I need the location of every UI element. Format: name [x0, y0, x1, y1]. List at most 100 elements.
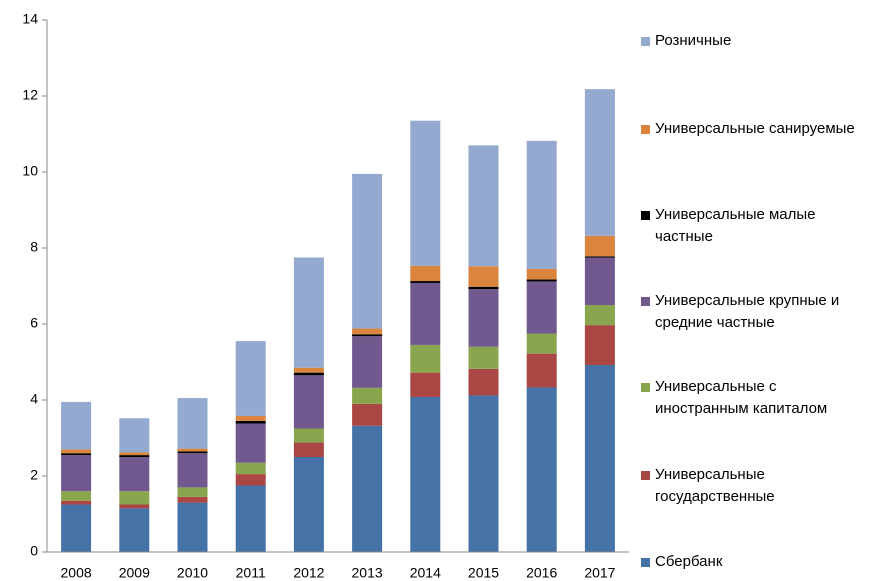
bar-segment: [235, 415, 266, 421]
legend-swatch: [641, 37, 650, 46]
bar-segment: [410, 265, 441, 282]
bar-segment: [119, 457, 150, 492]
bar-segment: [293, 457, 324, 552]
y-tick-label: 2: [30, 467, 38, 483]
bar-segment: [293, 375, 324, 429]
legend-label: Универсальные крупные и средние частные: [655, 292, 840, 331]
bar-segment: [61, 455, 92, 492]
legend-swatch: [641, 558, 650, 567]
legend-label: Универсальные санируемые: [655, 120, 855, 137]
bar-segment: [61, 449, 92, 454]
x-tick-label: 2011: [236, 565, 266, 581]
x-tick-label: 2016: [526, 565, 557, 581]
x-tick-label: 2008: [61, 565, 92, 581]
legend-label: Сбербанк: [655, 553, 723, 570]
legend-swatch: [641, 471, 650, 480]
bar-segment: [235, 474, 266, 486]
bar-segment: [61, 500, 92, 505]
bar-segment: [526, 268, 557, 280]
bar-segment: [584, 235, 615, 257]
legend-swatch: [641, 383, 650, 392]
bar-segment: [177, 502, 208, 552]
bar-segment: [235, 485, 266, 552]
bar-segment: [526, 140, 557, 269]
y-tick-label: 14: [22, 11, 38, 27]
bar-segment: [352, 425, 383, 552]
bar-segment: [526, 353, 557, 388]
bar-segment: [177, 496, 208, 503]
bar-segment: [177, 398, 208, 449]
bar-segment: [352, 403, 383, 426]
bar-segment: [410, 344, 441, 373]
bar-segment: [468, 289, 499, 347]
bar-segment: [352, 336, 383, 388]
bar-segment: [61, 453, 92, 456]
bar-segment: [352, 334, 383, 337]
legend-label: Розничные: [655, 32, 732, 49]
bar-segment: [526, 279, 557, 282]
legend-swatch: [641, 297, 650, 306]
bar-segment: [410, 281, 441, 283]
bar-segment: [177, 487, 208, 497]
bar-segment: [526, 281, 557, 334]
x-tick-label: 2015: [468, 565, 499, 581]
bar-segment: [293, 442, 324, 457]
bar-segment: [410, 396, 441, 552]
bar-segment: [410, 120, 441, 266]
legend-swatch: [641, 211, 650, 220]
bar-segment: [584, 325, 615, 366]
bar-segment: [177, 451, 208, 454]
x-tick-label: 2010: [177, 565, 208, 581]
bar-segment: [468, 395, 499, 552]
bar-segment: [61, 504, 92, 552]
legend-label: Универсальные малые частные: [655, 206, 816, 245]
bar-segment: [526, 333, 557, 354]
bar-segment: [468, 145, 499, 267]
x-tick-label: 2014: [410, 565, 441, 581]
bar-segment: [119, 418, 150, 453]
bar-segment: [61, 401, 92, 450]
bar-segment: [235, 420, 266, 424]
legend-swatch: [641, 125, 650, 134]
bar-segment: [119, 491, 150, 505]
bar-segment: [235, 423, 266, 463]
bar-segment: [119, 452, 150, 456]
bar-segment: [119, 504, 150, 509]
bar-segment: [235, 462, 266, 475]
y-tick-label: 6: [30, 315, 38, 331]
x-tick-label: 2017: [584, 565, 615, 581]
y-tick-label: 12: [22, 87, 38, 103]
legend-label: Универсальные государственные: [655, 466, 775, 505]
bar-segment: [410, 282, 441, 345]
bar-segment: [352, 387, 383, 404]
bar-segment: [584, 257, 615, 305]
bar-segment: [293, 428, 324, 443]
bar-segment: [293, 367, 324, 373]
bar-segment: [468, 368, 499, 396]
bar-segment: [177, 453, 208, 488]
y-tick-label: 8: [30, 239, 38, 255]
x-tick-label: 2009: [119, 565, 150, 581]
bar-segment: [468, 286, 499, 290]
y-tick-label: 4: [30, 391, 38, 407]
bar-segment: [119, 455, 150, 457]
bar-segment: [468, 266, 499, 287]
bar-segment: [584, 305, 615, 326]
bar-segment: [584, 256, 615, 258]
bar-segment: [526, 387, 557, 552]
bar-segment: [584, 365, 615, 552]
legend-label: Универсальные с иностранным капиталом: [655, 378, 828, 417]
bar-segment: [468, 346, 499, 369]
bar-segment: [177, 448, 208, 452]
bar-segment: [352, 173, 383, 329]
bar-segment: [119, 508, 150, 552]
bar-segment: [352, 328, 383, 335]
bar-segment: [410, 372, 441, 397]
bar-segment: [61, 491, 92, 501]
x-tick-label: 2013: [352, 565, 383, 581]
y-tick-label: 10: [22, 163, 38, 179]
y-tick-label: 0: [30, 543, 38, 559]
bar-segment: [235, 341, 266, 416]
